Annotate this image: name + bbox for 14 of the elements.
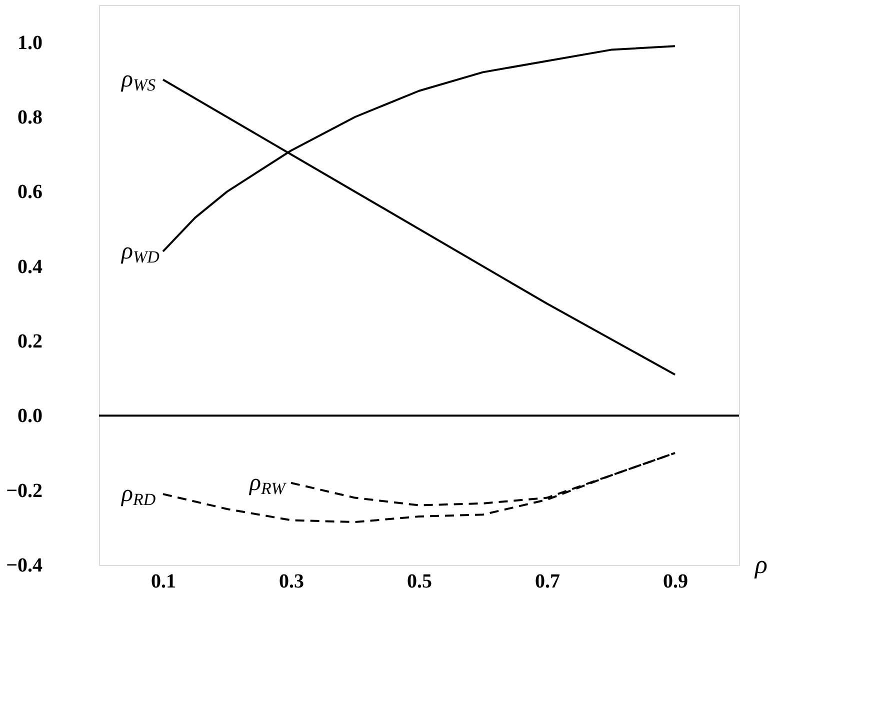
- y-tick-label: 0.4: [18, 256, 42, 278]
- y-tick-label: −0.2: [6, 480, 42, 502]
- y-tick-label: 0.2: [18, 330, 42, 352]
- y-tick-label: 0.6: [18, 181, 42, 204]
- y-tick-label: −0.4: [6, 554, 42, 576]
- x-tick-label: 0.3: [279, 570, 304, 592]
- y-tick-label: 0.8: [18, 106, 42, 128]
- y-tick-label: 1.0: [18, 32, 42, 54]
- x-tick-label: 0.5: [407, 570, 432, 592]
- x-tick-label: 0.7: [535, 570, 560, 592]
- x-tick-label: 0.9: [663, 570, 688, 592]
- y-tick-label: 0.0: [18, 405, 42, 428]
- x-tick-label: 0.1: [151, 570, 176, 592]
- x-axis-title: ρ: [754, 550, 768, 579]
